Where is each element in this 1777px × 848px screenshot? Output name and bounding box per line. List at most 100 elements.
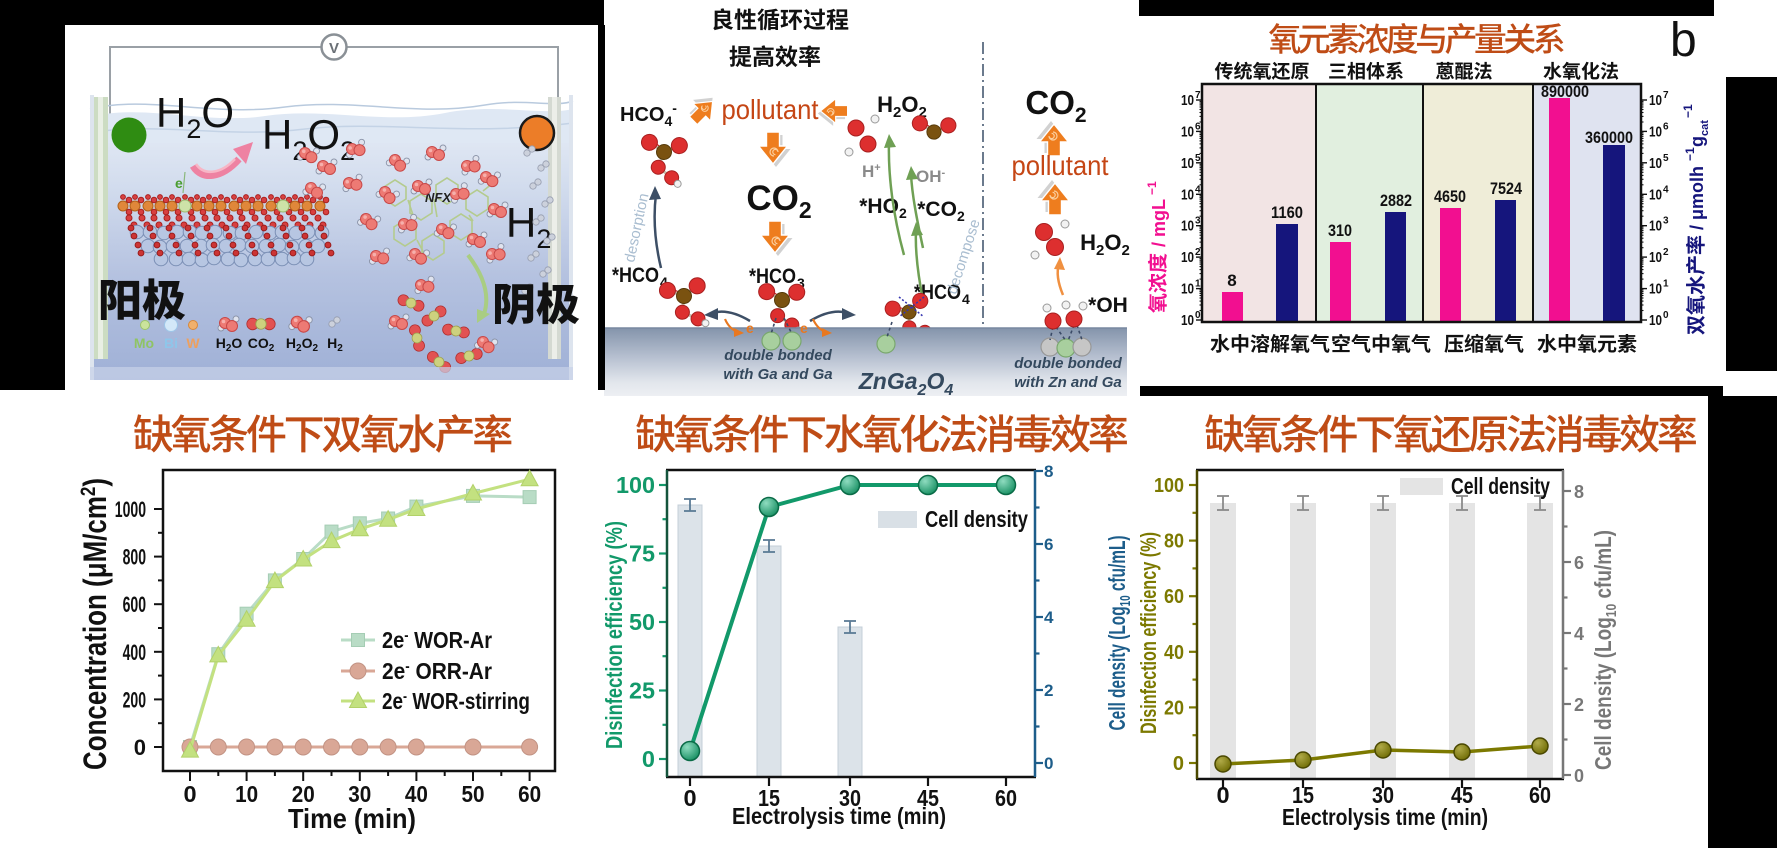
svg-text:CO2: CO2 [248, 335, 275, 354]
svg-text:pollutant: pollutant [1012, 150, 1109, 181]
svg-text:3: 3 [797, 275, 805, 291]
svg-text:Cell density (Log10 cfu/mL): Cell density (Log10 cfu/mL) [1590, 530, 1620, 770]
svg-text:10: 10 [1181, 155, 1194, 172]
svg-text:50: 50 [462, 781, 485, 807]
svg-text:80: 80 [1164, 531, 1184, 553]
svg-text:e: e [800, 320, 808, 336]
svg-text:10: 10 [1649, 218, 1662, 235]
svg-text:8: 8 [1574, 482, 1584, 502]
svg-text:*CO2: *CO2 [917, 198, 965, 224]
svg-text:10: 10 [1181, 218, 1194, 235]
svg-text:Mo: Mo [134, 335, 154, 351]
svg-text:15: 15 [1292, 782, 1314, 808]
svg-text:8: 8 [1227, 271, 1236, 290]
svg-text:ZnGa2O4: ZnGa2O4 [858, 368, 954, 396]
svg-text:10: 10 [1181, 312, 1194, 329]
svg-text:10: 10 [1649, 123, 1662, 140]
svg-text:60: 60 [1529, 782, 1551, 808]
svg-text:H2O: H2O [216, 335, 243, 354]
svg-text:10: 10 [235, 781, 258, 807]
svg-text:2: 2 [1044, 681, 1053, 700]
svg-text:with Zn and Ga: with Zn and Ga [1014, 374, 1122, 391]
svg-text:7524: 7524 [1490, 179, 1522, 198]
svg-text:1000: 1000 [115, 497, 146, 522]
svg-text:40: 40 [405, 781, 428, 807]
svg-text:V: V [329, 40, 339, 57]
svg-text:25: 25 [629, 678, 655, 704]
svg-text:10: 10 [1181, 249, 1194, 266]
svg-text:1160: 1160 [1271, 203, 1303, 222]
svg-text:100: 100 [616, 472, 655, 498]
svg-text:−1: −1 [1145, 181, 1159, 195]
svg-text:2: 2 [1195, 247, 1201, 258]
svg-text:2e- ORR-Ar: 2e- ORR-Ar [382, 658, 492, 684]
svg-text:10: 10 [1181, 186, 1194, 203]
svg-text:4: 4 [660, 274, 668, 290]
svg-text:*HCO: *HCO [612, 264, 659, 287]
svg-text:2: 2 [1574, 695, 1584, 715]
svg-text:50: 50 [629, 609, 655, 635]
svg-text:HCO4-: HCO4- [620, 100, 677, 129]
svg-text:10: 10 [1649, 281, 1662, 298]
svg-text:double bonded: double bonded [724, 347, 832, 364]
svg-text:10: 10 [1649, 92, 1662, 109]
svg-text:6: 6 [1044, 535, 1053, 554]
svg-text:OH-: OH- [916, 167, 946, 186]
svg-text:0: 0 [642, 746, 655, 772]
svg-text:2e- WOR-stirring: 2e- WOR-stirring [382, 688, 530, 714]
svg-text:Disinfection efficiency (%): Disinfection efficiency (%) [601, 521, 627, 749]
svg-text:0: 0 [1216, 782, 1229, 808]
svg-text:−1: −1 [1681, 104, 1695, 118]
svg-text:60: 60 [995, 785, 1017, 811]
svg-text:6: 6 [1574, 553, 1584, 573]
svg-text:/ mgL: / mgL [1149, 199, 1169, 247]
svg-text:Time (min): Time (min) [288, 803, 416, 834]
svg-text:310: 310 [1328, 221, 1352, 240]
svg-text:7: 7 [1663, 90, 1669, 101]
svg-text:pollutant: pollutant [722, 94, 819, 125]
svg-text:e: e [746, 320, 754, 336]
svg-text:H2O: H2O [156, 89, 234, 144]
svg-text:400: 400 [123, 640, 146, 665]
svg-text:4650: 4650 [1434, 187, 1466, 206]
svg-text:Concentration (μM/cm2): Concentration (μM/cm2) [77, 478, 113, 770]
svg-text:Cell density (Log10 cfu/mL): Cell density (Log10 cfu/mL) [1104, 536, 1134, 731]
svg-text:0: 0 [1044, 754, 1053, 773]
svg-text:0: 0 [1574, 766, 1584, 786]
svg-text:10: 10 [1181, 92, 1194, 109]
svg-text:5: 5 [1663, 153, 1669, 164]
svg-text:30: 30 [839, 785, 861, 811]
svg-text:*OH: *OH [1088, 294, 1128, 317]
svg-text:cat: cat [1699, 120, 1711, 136]
svg-text:0: 0 [1173, 753, 1184, 775]
svg-text:45: 45 [1451, 782, 1473, 808]
svg-text:Bi: Bi [164, 335, 178, 351]
svg-text:6: 6 [1663, 121, 1669, 132]
svg-text:H+: H+ [862, 162, 881, 181]
svg-text:10: 10 [1649, 186, 1662, 203]
svg-text:5: 5 [1195, 153, 1201, 164]
svg-text:double bonded: double bonded [1014, 355, 1122, 372]
svg-text:30: 30 [1372, 782, 1394, 808]
svg-text:NFX: NFX [425, 190, 452, 205]
svg-text:2882: 2882 [1380, 191, 1412, 210]
svg-text:10: 10 [1649, 312, 1662, 329]
svg-text:*HO2: *HO2 [859, 195, 907, 221]
svg-text:100: 100 [1154, 475, 1184, 497]
svg-text:/ μmolh: / μmolh [1687, 166, 1707, 230]
svg-text:e: e [175, 175, 183, 191]
svg-text:H2O2: H2O2 [1080, 230, 1130, 259]
svg-text:40: 40 [1164, 642, 1184, 664]
svg-text:−1: −1 [1683, 147, 1697, 161]
svg-text:4: 4 [962, 291, 970, 307]
svg-text:*HCO: *HCO [749, 265, 796, 288]
svg-text:desorption: desorption [621, 192, 652, 264]
svg-text:800: 800 [123, 545, 146, 570]
svg-text:4: 4 [1574, 624, 1584, 644]
svg-text:3: 3 [1663, 216, 1669, 227]
svg-text:60: 60 [1164, 586, 1184, 608]
svg-text:H2O2: H2O2 [286, 335, 319, 354]
svg-text:10: 10 [1181, 281, 1194, 298]
svg-text:6: 6 [1195, 121, 1201, 132]
svg-text:4: 4 [1044, 608, 1054, 627]
